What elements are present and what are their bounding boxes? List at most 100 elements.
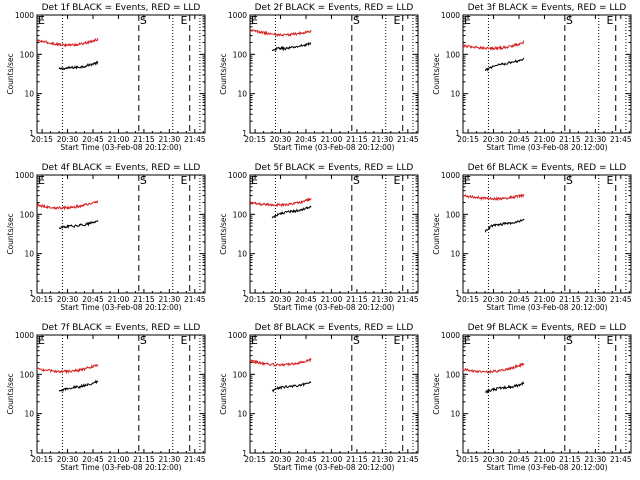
y-tick-label: 100 xyxy=(233,370,248,379)
x-tick-label: 21:00 xyxy=(108,295,130,304)
interval-marker-label: S xyxy=(140,14,147,27)
y-axis-label: Counts/sec xyxy=(219,373,228,414)
x-tick-label: 21:00 xyxy=(108,135,130,144)
chart-title: Det 5f BLACK = Events, RED = LLD xyxy=(255,163,414,173)
lld-series-line xyxy=(249,196,312,208)
plot-frame xyxy=(36,174,206,294)
interval-marker-label: E xyxy=(607,14,614,27)
plot-frame xyxy=(249,14,419,134)
plot-frame xyxy=(462,174,632,294)
x-tick-label: 20:30 xyxy=(483,135,505,144)
plot-frame xyxy=(462,334,632,454)
x-axis-label: Start Time (03-Feb-08 20:12:00) xyxy=(486,463,607,472)
y-tick-label: 10 xyxy=(24,250,34,259)
x-tick-label: 20:45 xyxy=(508,455,530,464)
interval-marker-label: E xyxy=(607,174,614,187)
y-tick-label: 100 xyxy=(446,370,461,379)
interval-marker-label: E xyxy=(464,14,471,27)
y-tick-label: 1000 xyxy=(228,11,247,20)
y-tick-label: 1 xyxy=(455,129,460,138)
chart-panel: Det 3f BLACK = Events, RED = LLD 20:15 20:… xyxy=(432,3,632,152)
interval-marker-label: E xyxy=(251,334,258,347)
x-tick-label: 21:00 xyxy=(534,135,556,144)
interval-marker-label: S xyxy=(353,14,360,27)
y-tick-label: 1 xyxy=(242,449,247,458)
y-tick-label: 10 xyxy=(237,90,247,99)
x-tick-label: 21:00 xyxy=(108,455,130,464)
events-series-line xyxy=(484,218,525,233)
lld-series-line xyxy=(462,40,525,51)
x-tick-label: 20:15 xyxy=(457,295,479,304)
lld-series-line xyxy=(462,193,525,202)
x-tick-label: 21:30 xyxy=(372,455,394,464)
x-tick-label: 21:30 xyxy=(159,455,181,464)
y-tick-label: 1000 xyxy=(441,171,460,180)
x-tick-label: 21:15 xyxy=(559,295,581,304)
x-tick-label: 20:45 xyxy=(82,295,104,304)
x-tick-label: 20:15 xyxy=(244,295,266,304)
interval-marker-label: S xyxy=(566,334,573,347)
events-series-line xyxy=(484,57,525,72)
plot-frame xyxy=(249,174,419,294)
x-tick-label: 20:15 xyxy=(457,135,479,144)
x-tick-label: 21:45 xyxy=(184,135,206,144)
x-tick-label: 20:30 xyxy=(57,455,79,464)
chart-panel: Det 1f BLACK = Events, RED = LLD 20:15 20:… xyxy=(6,3,206,152)
x-tick-label: 21:00 xyxy=(321,295,343,304)
plot-frame xyxy=(36,14,206,134)
interval-marker-label: E xyxy=(464,174,471,187)
x-tick-label: 21:00 xyxy=(321,135,343,144)
y-tick-label: 1000 xyxy=(228,331,247,340)
chart-panel: Det 8f BLACK = Events, RED = LLD 20:15 20:… xyxy=(219,323,419,472)
x-tick-label: 21:45 xyxy=(184,455,206,464)
interval-marker-label: S xyxy=(566,174,573,187)
interval-marker-label: E xyxy=(394,174,401,187)
x-tick-label: 20:45 xyxy=(82,455,104,464)
lld-series-line xyxy=(249,357,312,367)
x-tick-label: 21:30 xyxy=(372,295,394,304)
y-tick-label: 1 xyxy=(242,289,247,298)
interval-marker-label: E xyxy=(38,174,45,187)
x-tick-label: 20:30 xyxy=(483,295,505,304)
y-axis-label: Counts/sec xyxy=(6,213,15,254)
events-series-line xyxy=(484,381,525,394)
y-tick-label: 1 xyxy=(455,449,460,458)
chart-title: Det 7f BLACK = Events, RED = LLD xyxy=(42,323,201,333)
x-tick-label: 21:30 xyxy=(372,135,394,144)
y-tick-label: 1000 xyxy=(15,11,34,20)
interval-marker-label: E xyxy=(181,334,188,347)
x-tick-label: 20:30 xyxy=(57,295,79,304)
x-tick-label: 20:45 xyxy=(508,295,530,304)
y-tick-label: 100 xyxy=(233,50,248,59)
chart-title: Det 3f BLACK = Events, RED = LLD xyxy=(468,3,627,13)
x-axis-label: Start Time (03-Feb-08 20:12:00) xyxy=(60,303,181,312)
y-tick-label: 1000 xyxy=(15,331,34,340)
interval-marker-label: E xyxy=(38,334,45,347)
interval-marker-label: S xyxy=(566,14,573,27)
chart-panel: Det 5f BLACK = Events, RED = LLD 20:15 20:… xyxy=(219,163,419,312)
x-axis-label: Start Time (03-Feb-08 20:12:00) xyxy=(60,143,181,152)
events-series-line xyxy=(58,379,99,392)
y-axis-label: Counts/sec xyxy=(6,53,15,94)
x-tick-label: 21:45 xyxy=(397,455,419,464)
x-axis-label: Start Time (03-Feb-08 20:12:00) xyxy=(273,303,394,312)
chart-title: Det 4f BLACK = Events, RED = LLD xyxy=(42,163,201,173)
x-tick-label: 21:15 xyxy=(559,135,581,144)
lld-series-line xyxy=(36,37,99,48)
interval-marker-label: S xyxy=(140,174,147,187)
x-tick-label: 20:15 xyxy=(31,135,53,144)
x-tick-label: 21:45 xyxy=(610,135,632,144)
x-tick-label: 21:30 xyxy=(159,135,181,144)
lld-series-line xyxy=(36,363,99,375)
x-tick-label: 20:15 xyxy=(31,455,53,464)
chart-panel: Det 2f BLACK = Events, RED = LLD 20:15 20:… xyxy=(219,3,419,152)
x-tick-label: 21:00 xyxy=(534,455,556,464)
plot-frame xyxy=(462,14,632,134)
y-tick-label: 100 xyxy=(20,50,35,59)
x-tick-label: 21:45 xyxy=(184,295,206,304)
x-tick-label: 20:15 xyxy=(31,295,53,304)
interval-marker-label: E xyxy=(251,174,258,187)
y-tick-label: 100 xyxy=(446,50,461,59)
chart-panel: Det 6f BLACK = Events, RED = LLD 20:15 20:… xyxy=(432,163,632,312)
